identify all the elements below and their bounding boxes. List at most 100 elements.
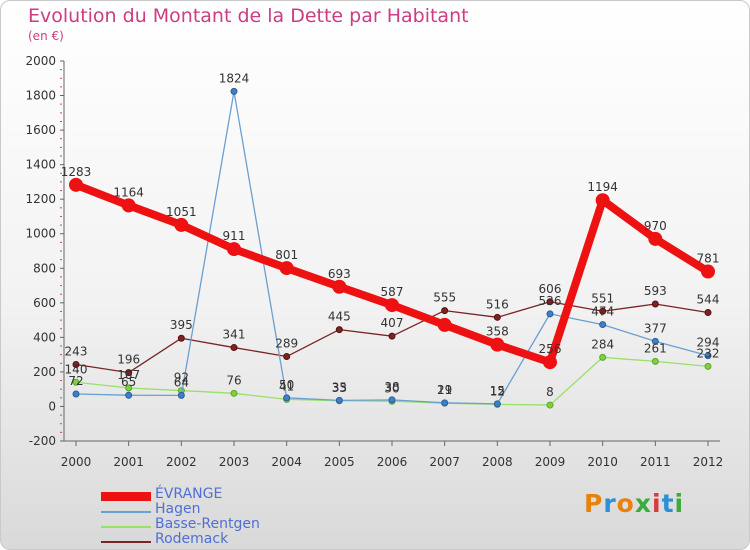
x-tick-label: 2007 <box>429 455 460 469</box>
data-point <box>651 337 659 345</box>
data-label: 516 <box>486 297 509 311</box>
legend-swatch-evrange <box>101 492 151 501</box>
data-label: 551 <box>591 291 614 305</box>
data-label: 19 <box>437 383 452 397</box>
logo-letter: x <box>634 489 652 518</box>
x-tick-label: 2012 <box>693 455 724 469</box>
data-label: 64 <box>174 375 189 389</box>
x-tick-label: 2001 <box>113 455 144 469</box>
chart-title: Evolution du Montant de la Dette par Hab… <box>28 5 469 27</box>
logo-letter: r <box>603 489 617 518</box>
logo-letter: t <box>661 489 675 518</box>
data-point <box>704 352 712 360</box>
data-point <box>599 307 607 315</box>
data-label: 21 <box>437 383 452 397</box>
data-label: 65 <box>121 375 136 389</box>
data-point <box>704 362 712 370</box>
data-point <box>385 298 399 313</box>
data-label: 35 <box>332 380 347 394</box>
data-label: 72 <box>68 374 83 388</box>
y-tick-label: 1000 <box>25 227 56 241</box>
series-line-hagen <box>75 90 709 405</box>
data-label: 593 <box>644 284 667 298</box>
y-tick-label: 800 <box>33 261 56 275</box>
data-label: 256 <box>539 342 562 356</box>
data-point <box>599 321 607 329</box>
data-label: 76 <box>226 373 241 387</box>
data-point <box>546 298 554 306</box>
data-label: 555 <box>433 291 456 305</box>
data-point <box>121 198 136 213</box>
data-point <box>332 279 347 294</box>
data-point <box>283 353 291 361</box>
data-label: 801 <box>275 248 298 262</box>
legend-label-rodemack: Rodemack <box>155 531 229 547</box>
legend-label-hagen: Hagen <box>155 501 201 517</box>
chart-subtitle: (en €) <box>28 29 64 43</box>
legend-swatch-rodemack <box>101 541 151 543</box>
data-point <box>543 355 557 370</box>
data-label: 284 <box>591 337 614 351</box>
data-point <box>595 193 610 208</box>
logo-letter: o <box>616 489 635 518</box>
data-point <box>283 394 291 402</box>
data-point <box>651 357 659 365</box>
x-tick-label: 2002 <box>166 455 197 469</box>
data-point <box>388 332 396 340</box>
y-tick-label: 2000 <box>25 54 56 68</box>
data-point <box>174 217 189 232</box>
data-point <box>230 389 238 397</box>
data-label: 544 <box>697 292 720 306</box>
x-tick-label: 2004 <box>271 455 302 469</box>
x-tick-label: 2000 <box>61 455 92 469</box>
data-label: 606 <box>539 282 562 296</box>
proxiti-logo: Proxiti <box>584 489 684 518</box>
y-tick-label: 400 <box>33 330 56 344</box>
data-point <box>69 177 83 192</box>
data-label: 33 <box>332 381 347 395</box>
data-label: 911 <box>223 229 246 243</box>
data-label: 445 <box>328 310 351 324</box>
data-point <box>493 313 501 321</box>
y-tick-label: 0 <box>48 399 56 413</box>
data-label: 30 <box>384 381 399 395</box>
x-tick-label: 2005 <box>324 455 355 469</box>
logo-letter: P <box>584 489 604 518</box>
data-point <box>490 337 505 352</box>
data-label: 407 <box>381 316 404 330</box>
y-tick-label: -200 <box>29 434 56 448</box>
data-point <box>704 308 712 316</box>
data-point <box>230 344 238 352</box>
y-tick-label: 200 <box>33 365 56 379</box>
logo-letter: i <box>652 489 662 518</box>
data-label: 358 <box>486 325 509 339</box>
data-label: 232 <box>697 346 720 360</box>
data-label: 12 <box>490 384 505 398</box>
y-tick-label: 1800 <box>25 89 56 103</box>
data-label: 261 <box>644 341 667 355</box>
data-point <box>493 400 501 408</box>
data-label: 38 <box>384 380 399 394</box>
data-point <box>648 231 663 246</box>
x-tick-label: 2010 <box>587 455 618 469</box>
x-tick-label: 2011 <box>640 455 671 469</box>
data-label: 140 <box>65 362 88 376</box>
data-point <box>177 334 185 342</box>
data-point <box>279 261 294 276</box>
data-label: 294 <box>697 336 720 350</box>
data-point <box>599 353 607 361</box>
legend-label-evrange: ÉVRANGE <box>155 486 223 502</box>
data-label: 1194 <box>587 180 618 194</box>
data-point <box>72 378 80 386</box>
data-label: 1051 <box>166 205 197 219</box>
legend-swatch-hagen <box>101 511 151 513</box>
data-label: 970 <box>644 219 667 233</box>
data-point <box>546 310 554 318</box>
data-point <box>230 87 238 95</box>
legend-label-basse-rentgen: Basse-Rentgen <box>155 516 260 532</box>
y-tick-label: 600 <box>33 296 56 310</box>
data-point <box>72 390 80 398</box>
data-label: 395 <box>170 318 193 332</box>
